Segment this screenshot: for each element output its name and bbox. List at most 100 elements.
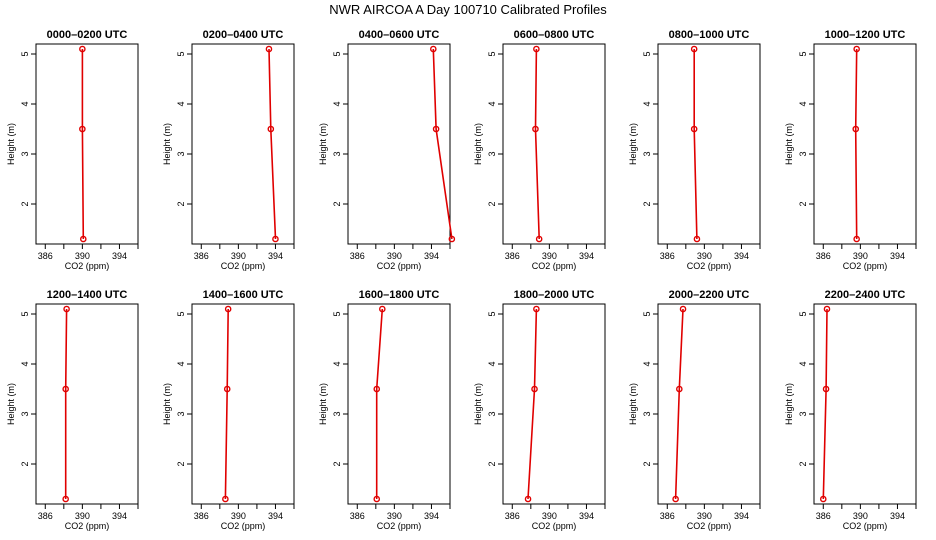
profile-line [64, 308, 68, 499]
data-point [853, 235, 860, 243]
panel-title: 1200–1400 UTC [47, 289, 128, 301]
y-tick-label: 4 [798, 101, 808, 106]
profile-line [81, 49, 85, 240]
y-tick-label: 5 [332, 51, 342, 56]
y-tick-label: 2 [642, 461, 652, 466]
x-tick-label: 386 [350, 511, 365, 521]
data-point [532, 125, 539, 133]
data-point [222, 495, 229, 503]
plot-frame [347, 43, 451, 245]
data-point [373, 495, 381, 503]
profile-line [375, 308, 384, 499]
y-tick-label: 4 [20, 101, 30, 106]
data-point [223, 385, 231, 393]
data-point [63, 305, 70, 313]
x-tick-label: 394 [112, 251, 127, 261]
x-axis-label: CO2 (ppm) [221, 261, 266, 271]
y-tick-label: 2 [798, 201, 808, 206]
y-tick-label: 2 [487, 461, 497, 466]
x-tick-label: 394 [424, 251, 439, 261]
y-tick-label: 5 [332, 311, 342, 316]
x-tick-label: 394 [890, 251, 905, 261]
y-tick-label: 5 [642, 51, 652, 56]
panel-title: 1800–2000 UTC [514, 289, 595, 301]
x-tick-label: 390 [231, 251, 246, 261]
y-tick-label: 5 [798, 51, 808, 56]
x-tick-label: 394 [112, 511, 127, 521]
data-point [267, 125, 275, 133]
x-tick-label: 386 [350, 251, 365, 261]
plot-frame [347, 303, 451, 505]
panel-7: 1200–1400 UTC 386 390 394 2 3 4 5 CO2 (ppm) Heigh… [6, 289, 139, 531]
panel-8: 1400–1600 UTC 386 390 394 2 3 4 5 CO2 (ppm) Heigh… [162, 289, 295, 531]
x-tick-label: 394 [268, 251, 283, 261]
y-tick-label: 2 [642, 201, 652, 206]
panel-title: 2000–2200 UTC [669, 289, 750, 301]
data-point [679, 305, 687, 313]
y-tick-label: 5 [642, 311, 652, 316]
y-tick-label: 2 [332, 201, 342, 206]
y-tick-label: 5 [487, 51, 497, 56]
y-tick-label: 4 [176, 101, 186, 106]
panel-9: 1600–1800 UTC 386 390 394 2 3 4 5 CO2 (ppm) Heigh… [318, 289, 451, 531]
data-point [79, 235, 87, 243]
panel-6: 1000–1200 UTC 386 390 394 2 3 4 5 CO2 (ppm) Heigh… [784, 29, 917, 271]
plot-frame [502, 303, 606, 505]
x-axis-label: CO2 (ppm) [532, 521, 577, 531]
plot-frame [813, 303, 917, 505]
x-tick-label: 386 [194, 511, 209, 521]
panel-3: 0400–0600 UTC 386 390 394 2 3 4 5 CO2 (ppm) Heigh… [318, 29, 456, 271]
panel-10: 1800–2000 UTC 386 390 394 2 3 4 5 CO2 (ppm) Heigh… [473, 289, 606, 531]
x-tick-label: 394 [734, 511, 749, 521]
x-tick-label: 390 [542, 251, 557, 261]
panel-11: 2000–2200 UTC 386 390 394 2 3 4 5 CO2 (ppm) Heigh… [628, 289, 761, 531]
data-point [79, 125, 86, 133]
y-axis-label: Height (m) [628, 383, 638, 425]
y-axis-label: Height (m) [628, 123, 638, 165]
data-point [693, 235, 701, 243]
x-axis-label: CO2 (ppm) [377, 521, 422, 531]
profile-line [432, 48, 453, 240]
y-tick-label: 4 [487, 361, 497, 366]
y-tick-label: 4 [176, 361, 186, 366]
y-axis-label: Height (m) [318, 123, 328, 165]
x-axis-label: CO2 (ppm) [65, 261, 110, 271]
data-point [524, 495, 532, 503]
y-tick-label: 2 [176, 201, 186, 206]
y-tick-label: 2 [332, 461, 342, 466]
data-point [853, 45, 860, 53]
y-tick-label: 2 [176, 461, 186, 466]
data-point [822, 385, 830, 393]
panel-5: 0800–1000 UTC 386 390 394 2 3 4 5 CO2 (ppm) Heigh… [628, 29, 761, 271]
x-axis-label: CO2 (ppm) [687, 521, 732, 531]
y-tick-label: 3 [798, 411, 808, 416]
x-tick-label: 394 [890, 511, 905, 521]
panel-title: 0800–1000 UTC [669, 29, 750, 41]
y-tick-label: 3 [642, 151, 652, 156]
x-tick-label: 386 [38, 511, 53, 521]
y-tick-label: 5 [487, 311, 497, 316]
y-tick-label: 4 [20, 361, 30, 366]
y-tick-label: 3 [332, 411, 342, 416]
y-tick-label: 5 [20, 311, 30, 316]
x-tick-label: 390 [231, 511, 246, 521]
data-point [79, 45, 86, 53]
x-tick-label: 386 [38, 251, 53, 261]
x-axis-label: CO2 (ppm) [687, 261, 732, 271]
x-tick-label: 394 [579, 251, 594, 261]
data-point [819, 495, 827, 503]
data-point [676, 385, 683, 393]
x-tick-label: 390 [387, 511, 402, 521]
x-tick-label: 386 [194, 251, 209, 261]
plot-frame [813, 43, 917, 245]
data-point [62, 385, 69, 393]
data-point [852, 125, 860, 133]
y-tick-label: 2 [20, 461, 30, 466]
y-axis-label: Height (m) [162, 383, 172, 425]
y-tick-label: 5 [176, 311, 186, 316]
y-tick-label: 3 [176, 411, 186, 416]
y-axis-label: Height (m) [784, 383, 794, 425]
data-point [432, 125, 440, 133]
data-point [430, 45, 437, 53]
data-point [690, 45, 698, 53]
